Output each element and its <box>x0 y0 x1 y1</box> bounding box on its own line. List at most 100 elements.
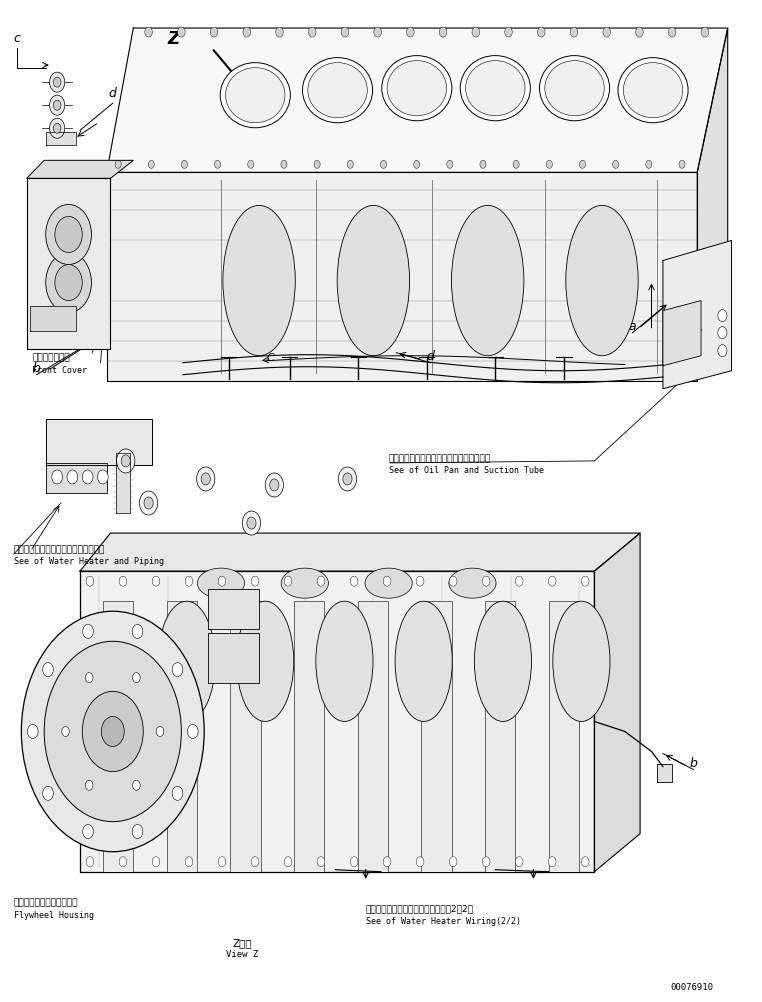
Circle shape <box>276 27 283 37</box>
Ellipse shape <box>618 57 688 122</box>
Ellipse shape <box>158 601 215 721</box>
Circle shape <box>121 455 130 467</box>
Ellipse shape <box>316 601 373 721</box>
Circle shape <box>701 27 709 37</box>
Circle shape <box>416 576 424 586</box>
Circle shape <box>178 27 185 37</box>
Circle shape <box>414 160 420 168</box>
Circle shape <box>603 27 610 37</box>
Polygon shape <box>357 601 388 872</box>
Circle shape <box>50 118 65 138</box>
Circle shape <box>119 576 126 586</box>
Circle shape <box>251 576 259 586</box>
Circle shape <box>718 345 727 357</box>
Ellipse shape <box>220 63 290 127</box>
Text: d: d <box>109 87 117 100</box>
Circle shape <box>581 857 589 867</box>
Ellipse shape <box>337 205 410 356</box>
Circle shape <box>132 825 142 839</box>
Circle shape <box>55 265 82 301</box>
Circle shape <box>450 857 457 867</box>
Circle shape <box>98 470 108 484</box>
Polygon shape <box>657 764 672 782</box>
Circle shape <box>144 497 153 509</box>
Ellipse shape <box>474 601 532 721</box>
Circle shape <box>645 160 652 168</box>
Text: a: a <box>668 328 676 341</box>
Circle shape <box>579 160 585 168</box>
Circle shape <box>450 576 457 586</box>
Circle shape <box>132 624 142 638</box>
Circle shape <box>218 576 226 586</box>
Circle shape <box>55 216 82 253</box>
Circle shape <box>44 641 181 822</box>
Circle shape <box>46 253 91 313</box>
Circle shape <box>718 327 727 339</box>
Circle shape <box>338 467 357 491</box>
Polygon shape <box>116 453 130 513</box>
Circle shape <box>248 160 254 168</box>
Polygon shape <box>663 240 732 389</box>
Circle shape <box>46 204 91 265</box>
Circle shape <box>515 576 523 586</box>
Circle shape <box>86 857 94 867</box>
Circle shape <box>546 160 552 168</box>
Circle shape <box>67 470 78 484</box>
Ellipse shape <box>226 68 285 122</box>
Polygon shape <box>30 306 76 331</box>
Circle shape <box>383 857 391 867</box>
Text: a: a <box>629 320 636 333</box>
Ellipse shape <box>460 55 530 121</box>
Circle shape <box>53 123 61 133</box>
Circle shape <box>679 160 685 168</box>
Circle shape <box>83 624 94 638</box>
Circle shape <box>513 160 519 168</box>
Circle shape <box>668 27 676 37</box>
Circle shape <box>156 726 164 736</box>
Polygon shape <box>663 301 701 366</box>
Text: See of Water Heater and Piping: See of Water Heater and Piping <box>14 557 164 566</box>
Ellipse shape <box>553 601 610 721</box>
Text: See of Water Heater Wiring(2/2): See of Water Heater Wiring(2/2) <box>366 917 520 926</box>
Polygon shape <box>208 589 259 629</box>
Polygon shape <box>80 533 640 571</box>
Circle shape <box>537 27 545 37</box>
Polygon shape <box>80 571 594 872</box>
Circle shape <box>215 160 221 168</box>
Circle shape <box>152 857 160 867</box>
Circle shape <box>185 857 193 867</box>
Circle shape <box>82 691 143 772</box>
Circle shape <box>50 95 65 115</box>
Circle shape <box>50 72 65 92</box>
Circle shape <box>281 160 287 168</box>
Circle shape <box>197 467 215 491</box>
Circle shape <box>21 611 204 852</box>
Circle shape <box>284 857 292 867</box>
Circle shape <box>82 470 93 484</box>
Text: b: b <box>33 362 40 375</box>
Circle shape <box>27 724 38 738</box>
Circle shape <box>43 787 53 801</box>
Circle shape <box>101 716 124 746</box>
Polygon shape <box>697 28 728 381</box>
Circle shape <box>309 27 316 37</box>
Text: 00076910: 00076910 <box>671 983 713 992</box>
Text: c: c <box>13 32 21 45</box>
Ellipse shape <box>395 601 453 721</box>
Polygon shape <box>27 160 133 178</box>
Polygon shape <box>103 601 133 872</box>
Ellipse shape <box>449 568 496 598</box>
Text: C: C <box>267 353 274 363</box>
Circle shape <box>53 77 61 87</box>
Polygon shape <box>107 172 697 381</box>
Circle shape <box>317 576 325 586</box>
Circle shape <box>718 310 727 322</box>
Circle shape <box>374 27 382 37</box>
Circle shape <box>581 576 589 586</box>
Circle shape <box>119 857 126 867</box>
Circle shape <box>218 857 226 867</box>
Polygon shape <box>294 601 325 872</box>
Circle shape <box>351 576 358 586</box>
Ellipse shape <box>303 57 373 122</box>
Text: フロントカバー: フロントカバー <box>32 354 69 363</box>
